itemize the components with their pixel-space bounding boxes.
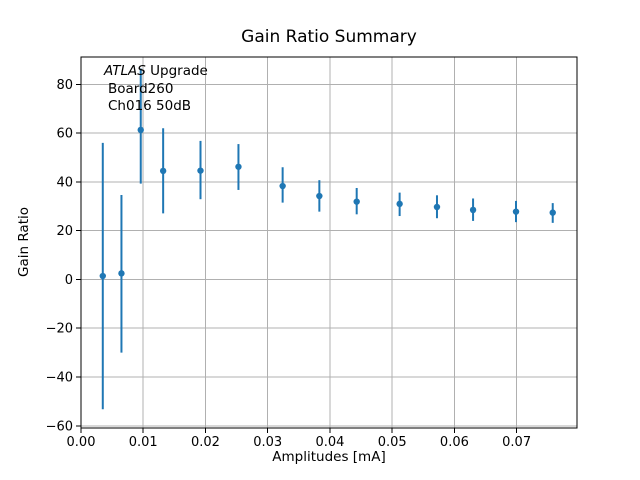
y-tick-label: −60 xyxy=(46,419,73,434)
x-tick-label: 0.05 xyxy=(378,435,407,450)
data-point-marker xyxy=(279,182,286,190)
y-tick-label: 80 xyxy=(56,78,73,93)
x-tick-label: 0.07 xyxy=(502,435,531,450)
data-point-marker xyxy=(159,167,167,175)
data-point-marker xyxy=(396,200,403,208)
x-tick-label: 0.01 xyxy=(129,435,158,450)
y-tick-label: 0 xyxy=(65,273,73,288)
data-point-marker xyxy=(99,272,106,280)
data-point-marker xyxy=(197,167,204,174)
data-point-marker xyxy=(433,203,441,211)
data-point-marker xyxy=(118,270,125,277)
chart-title: Gain Ratio Summary xyxy=(241,27,417,47)
data-point-marker xyxy=(235,163,242,170)
data-point-marker xyxy=(353,198,360,205)
x-axis-label: Amplitudes [mA] xyxy=(272,449,386,465)
y-tick-label: 60 xyxy=(56,127,73,142)
data-point-marker xyxy=(137,126,144,134)
annotation-line-channel: Ch016 50dB xyxy=(108,98,192,114)
x-tick-label: 0.03 xyxy=(253,435,282,450)
y-tick-label: 20 xyxy=(56,224,73,239)
annotation-line-experiment: ATLAS Upgrade xyxy=(104,63,208,81)
data-point-marker xyxy=(549,209,556,216)
annotation-line-board: Board260 xyxy=(108,80,174,97)
data-point-marker xyxy=(316,192,323,200)
axes-spines xyxy=(80,56,578,429)
x-tick-label: 0.02 xyxy=(191,435,220,450)
x-tick-label: 0.06 xyxy=(440,435,469,450)
annotation-upgrade-text: Upgrade xyxy=(145,63,208,79)
x-tick-label: 0.04 xyxy=(315,435,344,450)
y-tick-label: −40 xyxy=(46,371,73,386)
x-tick-label: 0.00 xyxy=(67,435,96,450)
y-axis-label: Gain Ratio xyxy=(16,207,32,277)
annotation-block: ATLAS Upgrade Board260 Ch016 50dB xyxy=(104,63,208,116)
annotation-atlas-text: ATLAS xyxy=(104,63,146,79)
y-tick-label: 40 xyxy=(56,175,73,190)
data-point-marker xyxy=(469,206,477,214)
y-tick-label: −20 xyxy=(46,322,73,337)
data-point-marker xyxy=(512,208,520,215)
